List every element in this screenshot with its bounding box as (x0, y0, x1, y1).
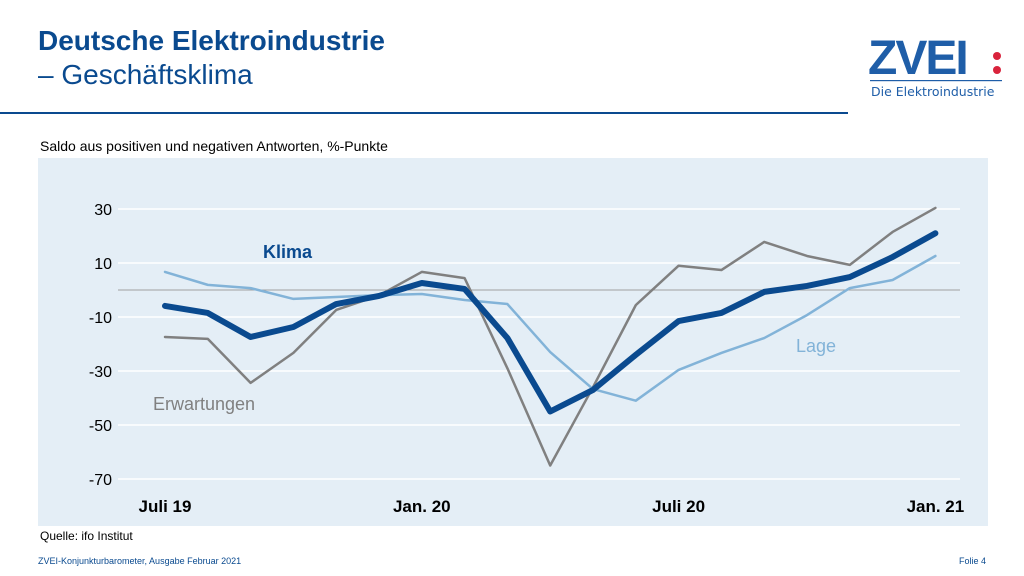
x-tick-label: Jan. 21 (907, 497, 965, 516)
svg-text:ZVEI: ZVEI (868, 34, 967, 85)
publication-footer: ZVEI-Konjunkturbarometer, Ausgabe Februa… (38, 556, 242, 566)
title-line-2: – Geschäftsklima (38, 59, 253, 90)
y-tick-label: 30 (94, 202, 112, 219)
svg-text:Die Elektroindustrie: Die Elektroindustrie (871, 84, 995, 99)
series-label-lage: Lage (796, 336, 836, 356)
series-line-lage (163, 254, 937, 402)
chart-subtitle: Saldo aus positiven und negativen Antwor… (40, 138, 388, 154)
slide-number: Folie 4 (958, 556, 986, 566)
page-title: Deutsche Elektroindustrie – Geschäftskli… (38, 24, 385, 92)
zvei-logo: ZVEI Die Elektroindustrie (866, 32, 1006, 107)
series-label-erwartungen: Erwartungen (153, 394, 255, 414)
series-line-erwartungen (163, 206, 937, 467)
x-tick-label: Juli 20 (652, 497, 705, 516)
title-divider (0, 112, 848, 114)
title-line-1: Deutsche Elektroindustrie (38, 25, 385, 56)
source-note: Quelle: ifo Institut (40, 529, 133, 543)
chart-panel: 30 10 -10 -30 -50 -70 Juli 19 Jan. 20 Juli 20 Jan… (38, 158, 988, 526)
line-chart: 30 10 -10 -30 -50 -70 Juli 19 Jan. 20 Juli 20 Jan… (89, 202, 965, 516)
y-tick-label: -10 (89, 310, 112, 327)
x-tick-label: Jan. 20 (393, 497, 451, 516)
y-tick-label: -50 (89, 418, 112, 435)
series-label-klima: Klima (263, 242, 313, 262)
y-tick-label: -70 (89, 472, 112, 489)
x-tick-label: Juli 19 (139, 497, 192, 516)
y-tick-label: 10 (94, 256, 112, 273)
y-tick-label: -30 (89, 364, 112, 381)
series-line-klima (162, 230, 939, 415)
